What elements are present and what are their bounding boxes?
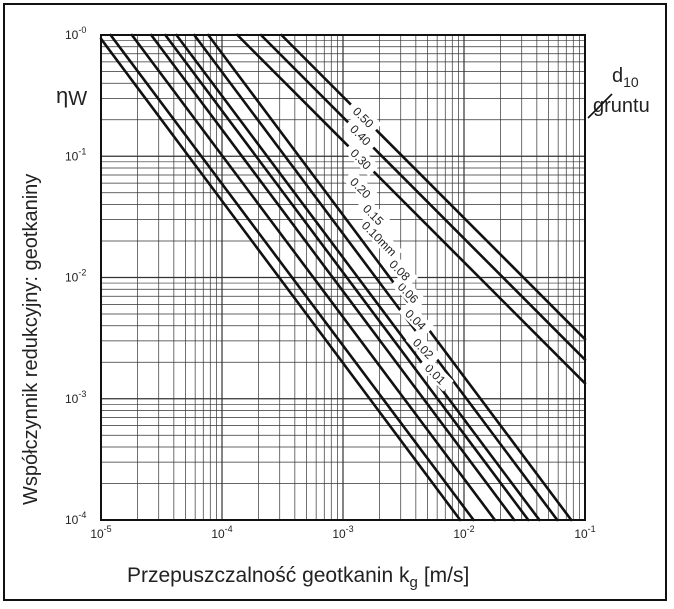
y-tick-label: 10-3 [65,389,86,406]
svg-text:d10: d10 [612,65,639,90]
y-tick-label: 10-4 [65,510,86,527]
series-lines [99,33,587,522]
x-tick-label: 10-2 [453,524,474,541]
x-axis-label: Przepuszczalność geotkanin kg [m/s] [127,564,469,591]
series-line [149,33,516,522]
series-line [99,37,462,522]
plot-border [100,34,586,521]
series-line [175,33,541,522]
y-axis-symbol: ηW [56,83,87,110]
series-line [164,33,530,522]
x-tick-label: 10-1 [574,524,595,541]
svg-text:gruntu: gruntu [593,95,650,117]
series-line [280,33,587,341]
y-tick-labels: 10-0 10-1 10-2 10-3 10-4 [65,25,86,527]
x-tick-label: 10-4 [211,524,232,541]
series-line [259,33,587,361]
grid [100,35,585,521]
legend-title: d10 gruntu [587,62,660,122]
y-axis-label: Współczynnik redukcyjny: geotkaniny [20,174,42,505]
series-line [192,33,559,522]
chart-frame [3,3,667,601]
x-tick-labels: 10-5 10-4 10-3 10-2 10-1 [90,524,595,541]
y-tick-label: 10-2 [65,268,86,285]
x-tick-label: 10-5 [90,524,111,541]
series-line [130,33,497,522]
series-label: 0.06 [390,274,427,311]
series-line [109,33,475,522]
x-tick-label: 10-3 [332,524,353,541]
y-tick-label: 10-1 [65,146,86,163]
series-line [236,33,587,385]
series-line [206,33,573,522]
y-tick-label: 10-0 [65,25,86,42]
